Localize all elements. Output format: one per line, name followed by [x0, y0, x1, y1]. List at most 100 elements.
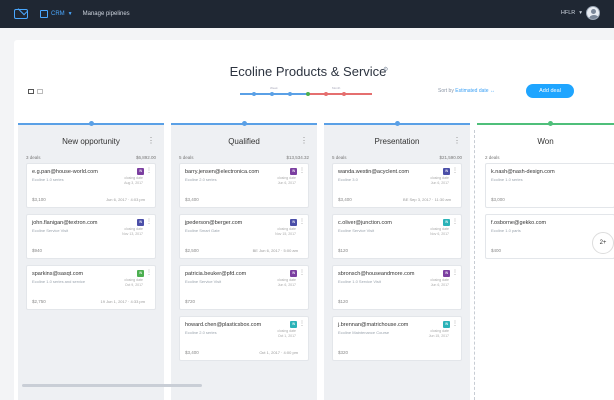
stage-deal-count: 5 deals: [332, 155, 347, 160]
deal-product: Ecoline Service Visit: [185, 279, 222, 284]
progress-dot[interactable]: [324, 91, 328, 96]
owner-badge: IN: [137, 270, 144, 277]
top-navigation-bar: CRM ▼ Manage pipelines HFLR ▾: [0, 0, 614, 28]
deal-email[interactable]: jpederson@berger.com: [185, 220, 243, 226]
deal-activity-date: BE Sep 3, 2017 · 11:30 am: [403, 197, 451, 202]
closing-date: closing date Nov 15, 2017: [275, 227, 296, 236]
deal-card[interactable]: barry.jensen@electronica.com Ecoline 2.0…: [179, 163, 309, 208]
deal-email[interactable]: sparkins@sasqt.com: [32, 271, 84, 277]
deal-product: Ecoline 1.0 series: [491, 177, 523, 182]
avatar[interactable]: [586, 6, 600, 20]
progress-dot[interactable]: [270, 91, 274, 96]
card-menu-icon[interactable]: ⋮: [452, 270, 458, 276]
deal-card[interactable]: sbronsch@houseandmore.com Ecoline 1.0 Se…: [332, 265, 462, 310]
list-view-icon[interactable]: [37, 89, 43, 94]
card-menu-icon[interactable]: ⋮: [146, 219, 152, 225]
progress-dot[interactable]: [306, 91, 310, 96]
deal-card[interactable]: patricia.beuker@pfd.com Ecoline Service …: [179, 265, 309, 310]
deal-amount: $720: [185, 299, 196, 304]
owner-badge: IN: [443, 219, 450, 226]
deal-activity-date: Jun 6, 2017 · 4:03 pm: [106, 197, 145, 202]
sort-value[interactable]: Estimated date ↔: [455, 88, 495, 94]
pipeline-progress: Week Month: [240, 84, 372, 104]
card-menu-icon[interactable]: ⋮: [299, 219, 305, 225]
more-vertical-icon[interactable]: ⋮: [453, 136, 461, 145]
card-menu-icon[interactable]: ⋮: [452, 321, 458, 327]
deal-email[interactable]: k.nash@nash-design.com: [491, 169, 555, 175]
mail-logo-icon[interactable]: [14, 9, 28, 19]
closing-date: closing date Nov 6, 2017: [430, 227, 449, 236]
deal-email[interactable]: j.brennan@matrichouse.com: [338, 322, 409, 328]
deal-amount: $2,750: [32, 299, 46, 304]
stage-total: $13,534.32: [286, 155, 309, 160]
user-menu[interactable]: HFLR ▾: [561, 6, 600, 20]
card-menu-icon[interactable]: ⋮: [146, 270, 152, 276]
settings-icon[interactable]: ⚙: [383, 67, 389, 73]
more-vertical-icon[interactable]: ⋮: [300, 136, 308, 145]
more-vertical-icon[interactable]: ⋮: [147, 136, 155, 145]
card-menu-icon[interactable]: ⋮: [299, 321, 305, 327]
deal-amount: $320: [338, 350, 349, 355]
deal-amount: $3,100: [32, 197, 46, 202]
sort-control[interactable]: Sort by Estimated date ↔: [438, 88, 495, 94]
deal-amount: $120: [338, 299, 349, 304]
owner-badge: IN: [137, 219, 144, 226]
owner-badge: IN: [290, 321, 297, 328]
deal-email[interactable]: f.osborne@gekko.com: [491, 220, 547, 226]
deal-card[interactable]: f.osborne@gekko.com Ecoline 1.0 parts $4…: [485, 214, 614, 259]
stage-deal-count: 2 deals: [485, 155, 500, 160]
progress-label-week: Week: [270, 86, 278, 90]
closing-date: closing date Jun 6, 2017: [277, 176, 296, 185]
deal-card[interactable]: jpederson@berger.com Ecoline Smart Gate …: [179, 214, 309, 259]
owner-badge: IN: [290, 168, 297, 175]
deal-amount: $3,400: [185, 197, 199, 202]
deal-card[interactable]: wanda.westin@acyclent.com Ecoline 3.0 $3…: [332, 163, 462, 208]
progress-dot[interactable]: [288, 91, 292, 96]
horizontal-scrollbar[interactable]: [22, 384, 202, 387]
deal-email[interactable]: wanda.westin@acyclent.com: [338, 169, 410, 175]
deal-email[interactable]: sbronsch@houseandmore.com: [338, 271, 415, 277]
stage-name: Qualified: [228, 137, 260, 146]
card-menu-icon[interactable]: ⋮: [146, 168, 152, 174]
deal-email[interactable]: barry.jensen@electronica.com: [185, 169, 259, 175]
deal-email[interactable]: e.g.pan@house-world.com: [32, 169, 98, 175]
card-menu-icon[interactable]: ⋮: [452, 168, 458, 174]
stage-dot: [548, 121, 553, 126]
deal-email[interactable]: john.flanigan@textron.com: [32, 220, 98, 226]
deal-card[interactable]: sparkins@sasqt.com Ecoline 1.0 series an…: [26, 265, 156, 310]
deal-card[interactable]: john.flanigan@textron.com Ecoline Servic…: [26, 214, 156, 259]
deal-product: Ecoline 1.0 series and service: [32, 279, 86, 284]
card-menu-icon[interactable]: ⋮: [299, 270, 305, 276]
progress-dot[interactable]: [342, 91, 346, 96]
closing-date: closing date Jun 6, 2017: [277, 278, 296, 287]
deal-email[interactable]: howard.chen@plasticsbox.com: [185, 322, 262, 328]
deal-card[interactable]: c.oliver@junction.com Ecoline Service Vi…: [332, 214, 462, 259]
closing-date: closing date Jun 6, 2017: [430, 278, 449, 287]
owner-badge: IN: [290, 270, 297, 277]
stage-total: $6,892.00: [135, 155, 156, 160]
more-deals-badge[interactable]: 2+: [592, 232, 614, 254]
add-deal-button[interactable]: Add deal: [526, 84, 574, 98]
deal-card[interactable]: j.brennan@matrichouse.com Ecoline Mainte…: [332, 316, 462, 361]
deal-amount: $400: [491, 248, 502, 253]
deal-card[interactable]: e.g.pan@house-world.com Ecoline 1.0 seri…: [26, 163, 156, 208]
manage-pipelines-link[interactable]: Manage pipelines: [82, 11, 130, 17]
deal-email[interactable]: c.oliver@junction.com: [338, 220, 392, 226]
board-view-icon[interactable]: [28, 89, 34, 94]
deal-activity-date: BE Jun 6, 2017 · 5:00 am: [252, 248, 298, 253]
card-menu-icon[interactable]: ⋮: [299, 168, 305, 174]
deal-card[interactable]: howard.chen@plasticsbox.com Ecoline 2.0 …: [179, 316, 309, 361]
app-switcher[interactable]: CRM ▼: [40, 10, 73, 18]
progress-dot[interactable]: [252, 91, 256, 96]
deal-amount: $3,400: [338, 197, 352, 202]
view-toggle[interactable]: [28, 89, 43, 94]
closing-date: closing date Jun 15, 2017: [428, 329, 449, 338]
card-menu-icon[interactable]: ⋮: [452, 219, 458, 225]
deal-card[interactable]: k.nash@nash-design.com Ecoline 1.0 serie…: [485, 163, 614, 208]
sort-label: Sort by: [438, 88, 454, 94]
stage-line: [477, 123, 614, 125]
stage-name: Won: [537, 137, 554, 146]
deal-email[interactable]: patricia.beuker@pfd.com: [185, 271, 247, 277]
closing-date: closing date Nov 13, 2017: [122, 227, 143, 236]
closing-date: closing date Oct 1, 2017: [277, 329, 296, 338]
